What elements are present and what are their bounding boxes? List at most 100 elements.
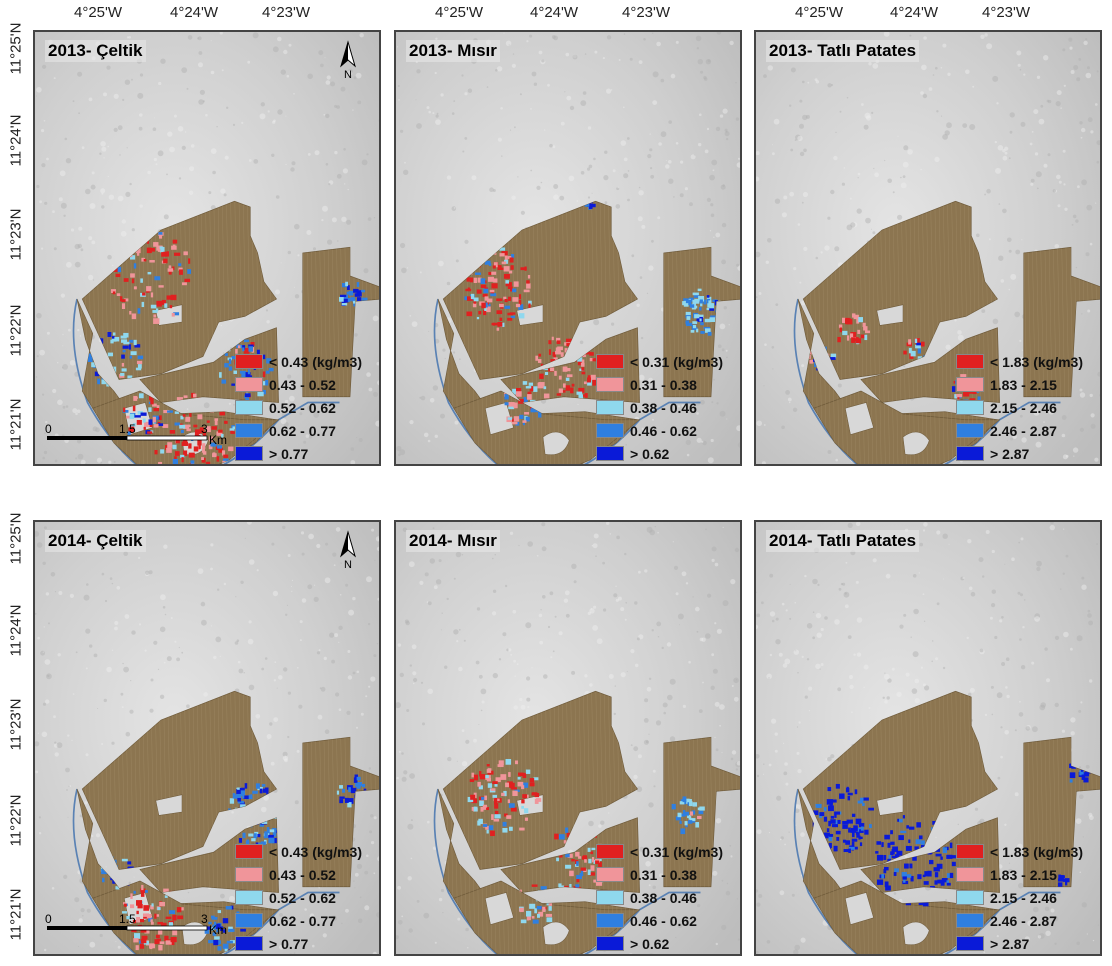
legend-entry: < 0.43 (kg/m3) — [235, 840, 362, 863]
latitude-tick-label: 11°21'N — [7, 888, 25, 941]
legend-entry: 0.38 - 0.46 — [596, 396, 723, 419]
legend: < 1.83 (kg/m3) 1.83 - 2.15 2.15 - 2.46 2.46… — [956, 350, 1083, 464]
legend-label: 0.38 - 0.46 — [630, 399, 697, 416]
legend-swatch — [956, 890, 984, 905]
north-label: N — [344, 559, 352, 570]
north-arrow-icon: N — [335, 530, 361, 575]
legend-entry: 0.46 - 0.62 — [596, 909, 723, 932]
longitude-tick-label: 4°24'W — [170, 4, 219, 21]
legend-swatch — [235, 400, 263, 415]
legend-label: < 0.43 (kg/m3) — [269, 843, 362, 860]
scale-bar-label: Km — [209, 433, 227, 447]
legend-swatch — [235, 377, 263, 392]
panel-title: 2013- Çeltik — [45, 40, 146, 62]
scale-bar: 0 1.5 3 Km — [43, 912, 243, 941]
map-canvas — [396, 522, 740, 954]
legend-swatch — [596, 936, 624, 951]
map-panel-2013-rice: 2013- Çeltik < 0.43 (kg/m3) 0.43 - 0.52 0.… — [33, 30, 381, 466]
legend-entry: 0.31 - 0.38 — [596, 863, 723, 886]
legend-entry: 1.83 - 2.15 — [956, 863, 1083, 886]
legend-label: > 0.77 — [269, 445, 309, 462]
panel-title: 2014- Mısır — [406, 530, 500, 552]
legend-label: 0.43 - 0.52 — [269, 376, 336, 393]
legend-entry: 1.83 - 2.15 — [956, 373, 1083, 396]
legend-label: 2.15 - 2.46 — [990, 889, 1057, 906]
legend-entry: < 1.83 (kg/m3) — [956, 840, 1083, 863]
legend-swatch — [235, 354, 263, 369]
legend-swatch — [596, 446, 624, 461]
scale-bar-graphic: 0 1.5 3Km — [45, 912, 227, 937]
legend-label: 0.43 - 0.52 — [269, 866, 336, 883]
legend-entry: < 0.43 (kg/m3) — [235, 350, 362, 373]
scale-bar: 0 1.5 3 Km — [43, 422, 243, 451]
legend-swatch — [956, 423, 984, 438]
scale-bar-graphic: 0 1.5 3Km — [45, 422, 227, 447]
legend-swatch — [235, 867, 263, 882]
panel-title: 2013- Tatlı Patates — [766, 40, 920, 62]
legend-label: 0.46 - 0.62 — [630, 422, 697, 439]
scale-bar-label: 0 — [45, 424, 52, 436]
latitude-tick-label: 11°24'N — [7, 114, 25, 167]
map-panel-2013-maize: 2013- Mısır < 0.31 (kg/m3) 0.31 - 0.38 0.3… — [394, 30, 742, 466]
map-panel-2014-sweet-potato: 2014- Tatlı Patates < 1.83 (kg/m3) 1.83 -… — [754, 520, 1102, 956]
legend-swatch — [596, 354, 624, 369]
legend-label: > 2.87 — [990, 445, 1030, 462]
legend-swatch — [235, 423, 263, 438]
legend-swatch — [956, 913, 984, 928]
legend-swatch — [235, 446, 263, 461]
latitude-tick-label: 11°25'N — [7, 22, 25, 75]
legend-swatch — [956, 377, 984, 392]
legend-swatch — [596, 844, 624, 859]
legend-entry: 0.31 - 0.38 — [596, 373, 723, 396]
north-arrow-icon: N — [335, 40, 361, 85]
legend-swatch — [596, 867, 624, 882]
legend-label: < 0.43 (kg/m3) — [269, 353, 362, 370]
legend: < 0.43 (kg/m3) 0.43 - 0.52 0.52 - 0.62 0.62… — [235, 840, 362, 954]
legend-label: < 1.83 (kg/m3) — [990, 353, 1083, 370]
legend-label: < 0.31 (kg/m3) — [630, 843, 723, 860]
longitude-tick-label: 4°23'W — [262, 4, 311, 21]
legend-label: > 0.62 — [630, 445, 670, 462]
longitude-tick-label: 4°23'W — [622, 4, 671, 21]
latitude-tick-label: 11°23'N — [7, 208, 25, 261]
legend-label: < 0.31 (kg/m3) — [630, 353, 723, 370]
legend-label: 0.31 - 0.38 — [630, 376, 697, 393]
panel-title: 2013- Mısır — [406, 40, 500, 62]
legend-swatch — [596, 423, 624, 438]
legend-label: 1.83 - 2.15 — [990, 376, 1057, 393]
legend-entry: > 0.77 — [235, 442, 362, 464]
scale-bar-label: 3 — [201, 914, 208, 926]
scale-bar-label: 1.5 — [119, 914, 136, 926]
legend-label: < 1.83 (kg/m3) — [990, 843, 1083, 860]
legend-label: 0.38 - 0.46 — [630, 889, 697, 906]
legend-swatch — [956, 354, 984, 369]
legend-entry: > 0.62 — [596, 442, 723, 464]
legend-label: 2.15 - 2.46 — [990, 399, 1057, 416]
legend-swatch — [956, 867, 984, 882]
longitude-tick-label: 4°25'W — [795, 4, 844, 21]
map-panel-2014-rice: 2014- Çeltik < 0.43 (kg/m3) 0.43 - 0.52 0.… — [33, 520, 381, 956]
map-canvas — [35, 522, 379, 954]
legend-swatch — [956, 400, 984, 415]
legend: < 0.31 (kg/m3) 0.31 - 0.38 0.38 - 0.46 0.46… — [596, 840, 723, 954]
legend-label: 0.62 - 0.77 — [269, 912, 336, 929]
legend-entry: 2.46 - 2.87 — [956, 909, 1083, 932]
legend-swatch — [235, 890, 263, 905]
latitude-tick-label: 11°22'N — [7, 794, 25, 847]
legend-entry: 0.62 - 0.77 — [235, 419, 362, 442]
north-label: N — [344, 69, 352, 80]
legend-entry: < 0.31 (kg/m3) — [596, 840, 723, 863]
map-panel-2013-sweet-potato: 2013- Tatlı Patates < 1.83 (kg/m3) 1.83 -… — [754, 30, 1102, 466]
scale-bar-label: 3 — [201, 424, 208, 436]
legend-entry: 0.43 - 0.52 — [235, 373, 362, 396]
scale-bar-label: Km — [209, 923, 227, 937]
legend-swatch — [596, 913, 624, 928]
legend-label: > 0.77 — [269, 935, 309, 952]
legend-entry: 0.52 - 0.62 — [235, 886, 362, 909]
legend: < 1.83 (kg/m3) 1.83 - 2.15 2.15 - 2.46 2.46… — [956, 840, 1083, 954]
legend-entry: 0.62 - 0.77 — [235, 909, 362, 932]
map-canvas — [756, 522, 1100, 954]
legend-swatch — [596, 377, 624, 392]
legend-entry: > 0.77 — [235, 932, 362, 954]
legend: < 0.31 (kg/m3) 0.31 - 0.38 0.38 - 0.46 0.46… — [596, 350, 723, 464]
